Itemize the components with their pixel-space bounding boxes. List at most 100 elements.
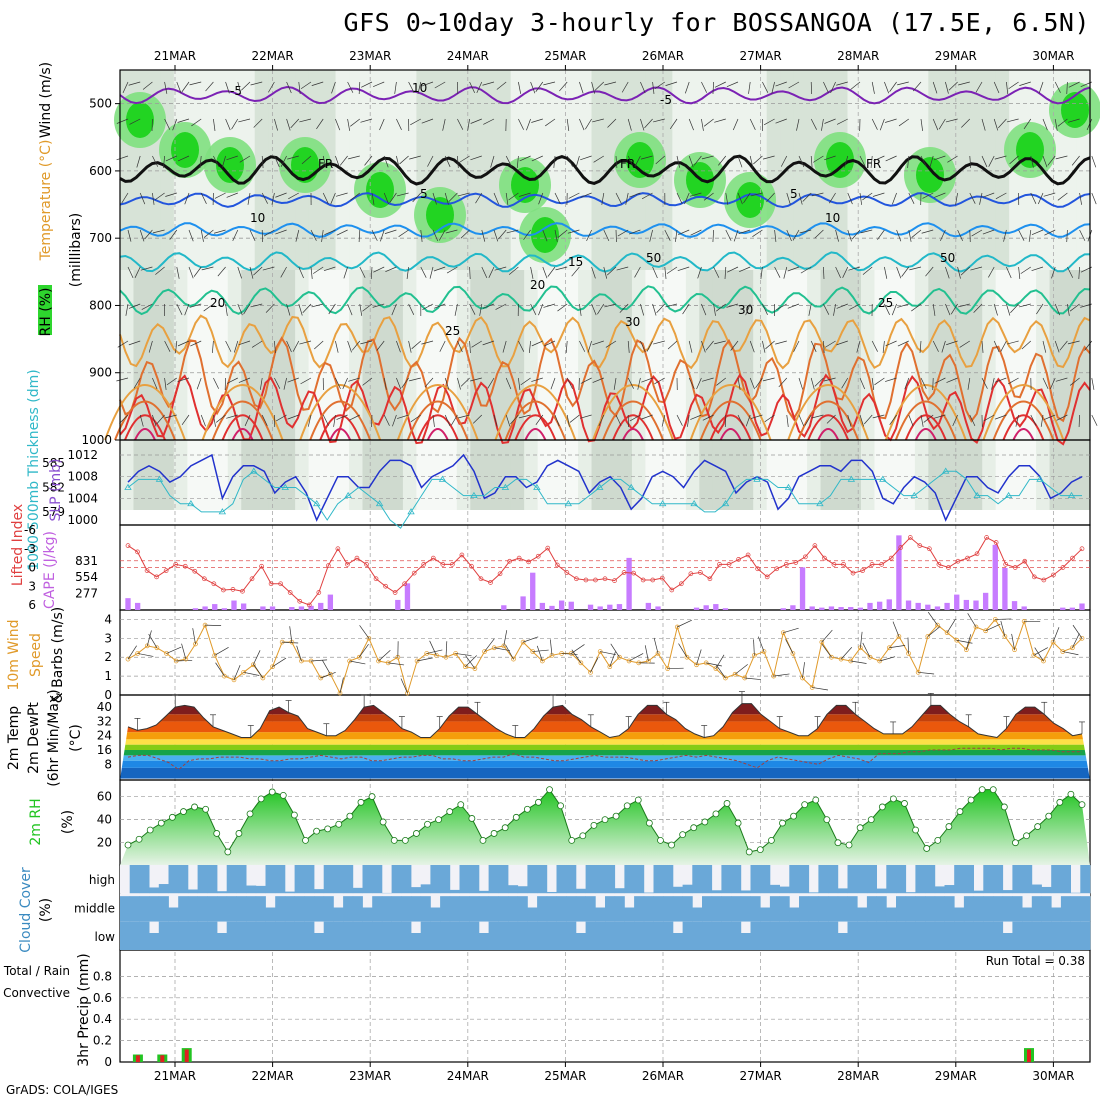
wind-barb	[432, 229, 439, 242]
wind-barb	[970, 266, 983, 271]
wind-barb	[523, 229, 531, 240]
wind-marker	[703, 660, 709, 666]
cape-tick-label: 277	[75, 587, 98, 601]
wind-barb	[321, 229, 324, 242]
wind-barb	[350, 192, 361, 201]
wind-barb	[237, 81, 242, 94]
cloud-cell	[401, 896, 412, 922]
wind-barb	[696, 377, 702, 390]
cloud-cell	[934, 896, 945, 922]
li-marker	[841, 562, 846, 567]
rh-marker	[490, 830, 498, 837]
cloud-cell	[508, 896, 519, 922]
wind-barb	[250, 81, 263, 86]
cloud-cell	[605, 921, 616, 950]
wind-barb	[607, 118, 617, 128]
wind-barb	[580, 377, 592, 384]
wind-barb	[848, 266, 861, 271]
wind-barb	[901, 266, 910, 277]
wind-barb	[730, 340, 739, 351]
rh-core	[736, 182, 764, 218]
wind-barb	[175, 340, 178, 353]
temp-band	[120, 739, 1090, 745]
wind-barb	[654, 81, 665, 90]
wind-barb	[702, 414, 714, 421]
cape-bar	[819, 607, 825, 610]
cape-bar	[549, 605, 555, 610]
wind-barb	[713, 303, 716, 316]
isotherm-loop	[124, 414, 166, 441]
wind-marker	[511, 656, 516, 662]
rh-marker	[435, 816, 443, 824]
rh-axis-label: RH (%)	[38, 288, 54, 337]
wind-barb	[217, 266, 226, 277]
wind-barb	[1031, 266, 1044, 272]
wind-marker	[578, 660, 584, 666]
li-marker	[745, 552, 751, 558]
wind-barb	[920, 155, 927, 167]
wind-barb	[863, 414, 873, 425]
wind-barb	[993, 340, 1000, 353]
wind-barb	[482, 340, 495, 346]
wind-barb	[877, 229, 885, 240]
cloud-cell	[808, 896, 819, 922]
surface-wind-barb	[946, 618, 956, 633]
cloud-cell	[1051, 907, 1062, 922]
x-tick-label-bottom: 30MAR	[1032, 1069, 1074, 1083]
wind-barb	[776, 303, 787, 311]
wind-barb	[481, 266, 488, 279]
wind-barb	[302, 303, 312, 314]
surface-wind-barb	[1033, 647, 1048, 656]
surface-wind-barb	[734, 664, 748, 675]
wind-barb	[129, 118, 141, 125]
wind-marker	[135, 651, 140, 656]
x-tick-label-bottom: 24MAR	[447, 1069, 489, 1083]
cape-bar	[1069, 607, 1076, 610]
wind-barb	[350, 118, 361, 127]
wind-barb	[909, 266, 922, 271]
wind-barb	[621, 81, 629, 93]
cloud-cell	[149, 887, 160, 894]
rh-marker	[690, 824, 698, 832]
cloud-cell	[925, 921, 936, 950]
freezing-label: FR	[866, 157, 881, 171]
wind-marker	[1060, 649, 1066, 654]
cloud-cell	[488, 896, 499, 922]
wind-barb	[646, 340, 653, 352]
cloud-cell	[721, 865, 732, 894]
rh-marker	[523, 805, 531, 813]
wind-barb	[874, 377, 885, 386]
isotherm-loop	[817, 428, 840, 441]
rh-area	[120, 789, 1090, 865]
wind-barb	[851, 229, 861, 240]
wind-barb	[188, 266, 194, 279]
li-marker	[1041, 577, 1047, 583]
wind-barb	[408, 340, 412, 353]
wind-barb	[323, 266, 336, 272]
surface-wind-barb	[166, 646, 182, 654]
wind-barb	[311, 81, 324, 86]
cloud-cell	[440, 921, 451, 950]
wind-barb	[961, 118, 971, 128]
wind-barb	[950, 303, 958, 315]
surface-wind-barb	[505, 644, 514, 660]
cloud-cell	[304, 865, 315, 894]
wind-barb	[921, 229, 934, 234]
cloud-cell	[537, 865, 548, 894]
wind-barb	[628, 229, 641, 235]
wind-barb	[640, 118, 645, 131]
wind-barb	[397, 414, 409, 419]
temp-band	[120, 755, 1090, 761]
thickness-marker	[627, 483, 635, 490]
rh-marker	[756, 846, 764, 854]
wind-barb	[310, 229, 317, 241]
wind-marker	[723, 675, 728, 681]
wind-barb	[580, 155, 592, 161]
cloud-cell	[711, 921, 722, 950]
cape-bar	[318, 602, 324, 610]
rh-band-low	[982, 270, 997, 510]
rh-band-low	[1063, 270, 1078, 510]
wind-barb	[298, 266, 304, 279]
cloud-cell	[682, 896, 693, 922]
wind-barb	[922, 192, 934, 199]
